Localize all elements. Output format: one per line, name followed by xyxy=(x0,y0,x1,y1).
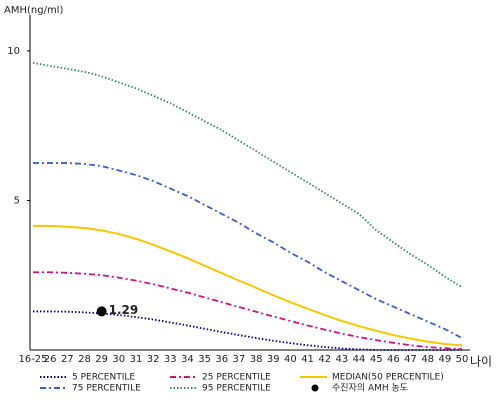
x-tick-label: 28 xyxy=(78,354,91,365)
x-tick-label: 34 xyxy=(181,354,194,365)
x-tick-label: 42 xyxy=(318,354,331,365)
legend-label: MEDIAN(50 PERCENTILE) xyxy=(332,373,444,383)
series-line xyxy=(33,271,463,351)
x-axis-label: 나이 xyxy=(470,355,492,369)
x-tick-label: 38 xyxy=(250,354,263,365)
x-tick-label: 37 xyxy=(233,354,246,365)
x-tick-label: 49 xyxy=(438,354,451,365)
x-tick-label: 45 xyxy=(370,354,383,365)
x-tick-label: 31 xyxy=(130,354,143,365)
y-tick-label: 10 xyxy=(7,46,20,57)
legend-label: 5 PERCENTILE xyxy=(72,373,135,383)
y-tick-label: 5 xyxy=(14,195,20,206)
data-point xyxy=(96,306,107,317)
series-line xyxy=(33,224,463,347)
x-tick-label: 29 xyxy=(95,354,108,365)
series-line xyxy=(33,162,463,339)
x-tick-label: 47 xyxy=(404,354,417,365)
x-tick-label: 26 xyxy=(44,354,57,365)
x-tick-label: 41 xyxy=(301,354,314,365)
legend-label: 75 PERCENTILE xyxy=(72,384,141,394)
x-tick-label: 46 xyxy=(387,354,400,365)
legend-label: 95 PERCENTILE xyxy=(202,384,271,394)
x-tick-label: 32 xyxy=(147,354,160,365)
series-line xyxy=(32,61,463,288)
x-tick-label: 33 xyxy=(164,354,177,365)
x-tick-label: 39 xyxy=(267,354,280,365)
x-tick-label: 40 xyxy=(284,354,297,365)
x-tick-label: 43 xyxy=(336,354,349,365)
x-tick-label: 16-25 xyxy=(18,354,47,365)
x-tick-label: 27 xyxy=(61,354,74,365)
legend-label: 25 PERCENTILE xyxy=(202,373,271,383)
data-label: 1.29 xyxy=(109,303,139,317)
series-line xyxy=(33,310,462,351)
x-tick-label: 36 xyxy=(215,354,228,365)
x-tick-label: 48 xyxy=(421,354,434,365)
x-tick-label: 50 xyxy=(456,354,469,365)
y-axis-label: AMH(ng/ml) xyxy=(4,5,63,16)
x-tick-label: 35 xyxy=(198,354,211,365)
legend-marker xyxy=(311,384,319,392)
x-tick-label: 30 xyxy=(112,354,125,365)
legend-label: 수진자의 AMH 농도 xyxy=(332,383,408,394)
x-tick-label: 44 xyxy=(353,354,366,365)
